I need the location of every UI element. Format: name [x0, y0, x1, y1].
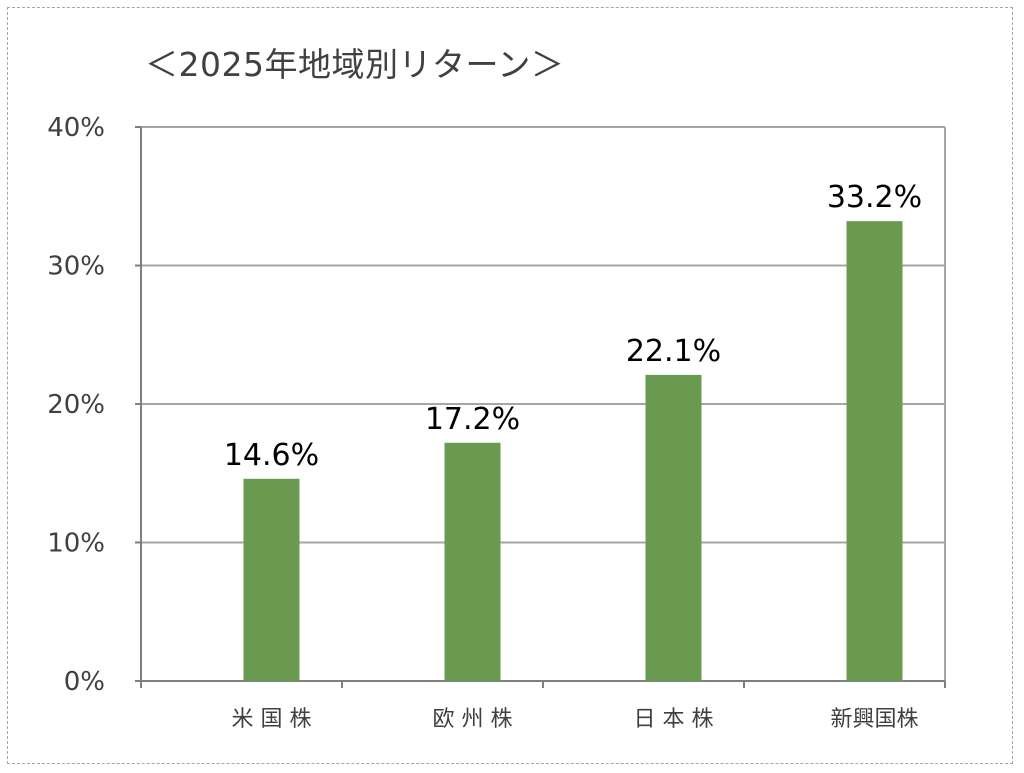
data-label-3: 33.2%	[827, 180, 922, 215]
xtick-label-2: 日 本 株	[634, 707, 714, 732]
data-label-2: 22.1%	[626, 334, 721, 369]
bar-0	[243, 478, 300, 681]
bar-1	[444, 442, 501, 681]
ytick-label-0: 0%	[64, 667, 105, 697]
xtick-label-0: 米 国 株	[232, 707, 312, 732]
xtick-label-3: 新興国株	[830, 707, 918, 732]
ytick-label-40: 40%	[47, 113, 105, 143]
bar-3	[846, 221, 903, 681]
chart-title: ＜2025年地域別リターン＞	[145, 45, 565, 84]
ytick-label-30: 30%	[47, 252, 105, 282]
xtick-label-1: 欧 州 株	[433, 707, 513, 732]
bar-2	[645, 374, 702, 681]
data-label-0: 14.6%	[224, 438, 319, 473]
chart-frame	[7, 7, 1013, 764]
data-label-1: 17.2%	[425, 402, 520, 437]
ytick-label-20: 20%	[47, 390, 105, 420]
ytick-label-10: 10%	[47, 529, 105, 559]
